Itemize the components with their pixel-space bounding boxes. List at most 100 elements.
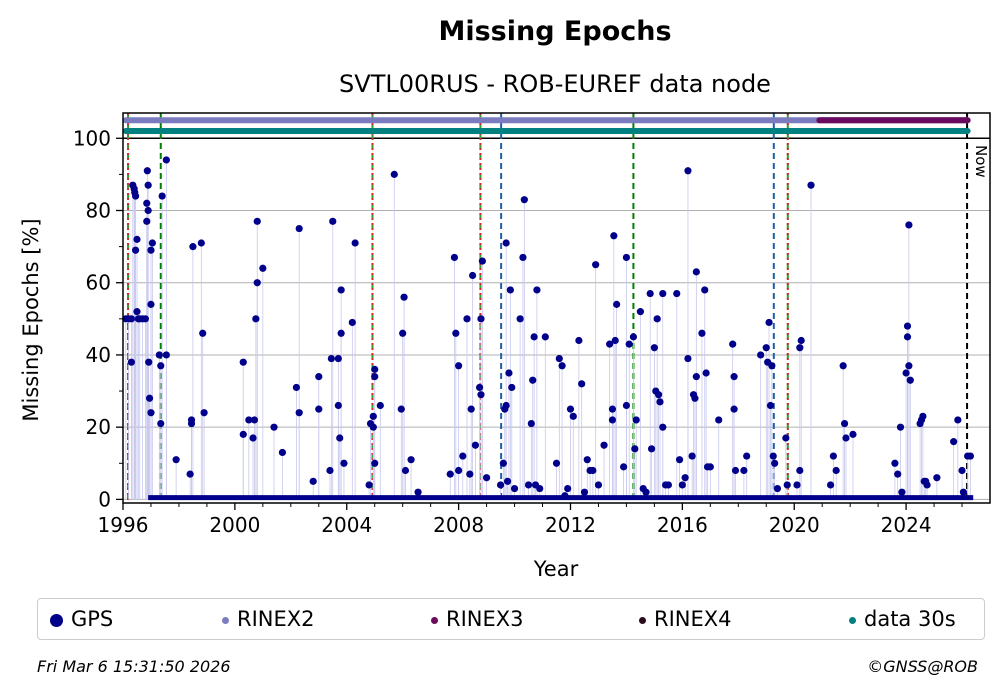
x-tick-label: 2024	[881, 513, 932, 537]
gps-point	[471, 441, 479, 449]
gps-point	[369, 412, 377, 420]
gps-point	[371, 373, 379, 381]
gps-point	[253, 279, 261, 287]
gps-point	[849, 430, 857, 438]
gps-point	[894, 470, 902, 478]
legend-label-gps: GPS	[71, 607, 114, 631]
gps-point	[762, 344, 770, 352]
gps-point	[933, 474, 941, 482]
legend-marker-rinex4	[639, 616, 646, 624]
gps-point	[840, 419, 849, 428]
gps-point	[903, 322, 912, 330]
gps-point	[141, 315, 149, 323]
gps-point	[600, 441, 608, 449]
gps-point	[239, 358, 247, 366]
gps-point	[508, 383, 516, 392]
points-layer	[122, 156, 975, 500]
gps-point	[502, 401, 510, 410]
legend-item-data-30s: data 30s	[849, 606, 956, 632]
gps-point	[337, 286, 345, 294]
gps-point	[245, 416, 253, 424]
gps-point	[371, 365, 379, 373]
gps-point	[315, 373, 323, 381]
x-tick-label: 2020	[769, 513, 820, 537]
gps-point	[796, 466, 804, 475]
legend-label-rinex2: RINEX2	[237, 607, 315, 631]
gps-point	[796, 344, 804, 352]
gps-point	[691, 394, 699, 402]
gps-point	[729, 340, 737, 348]
gps-point	[923, 481, 931, 489]
gps-point	[133, 235, 141, 243]
x-axis-label: Year	[533, 557, 579, 581]
gps-point	[334, 354, 342, 363]
gps-point	[365, 481, 373, 489]
gps-point	[468, 271, 477, 280]
gps-point	[144, 181, 152, 189]
gps-point	[450, 253, 459, 262]
gps-point	[533, 286, 541, 294]
gps-point	[631, 445, 639, 453]
y-tick-label: 0	[98, 487, 111, 511]
gps-point	[681, 474, 689, 482]
gps-point	[157, 419, 165, 428]
gps-point	[506, 286, 514, 294]
gps-point	[580, 488, 589, 496]
gps-point	[620, 463, 628, 471]
gps-point	[782, 434, 790, 442]
gps-point	[575, 336, 583, 345]
gps-point	[757, 351, 765, 359]
gps-point	[606, 340, 614, 348]
gps-point	[524, 481, 533, 489]
gps-point	[950, 438, 958, 446]
legend-item-rinex2: RINEX2	[222, 606, 315, 632]
gps-point	[561, 492, 569, 500]
gps-point	[905, 362, 913, 370]
gps-point	[529, 376, 537, 384]
gps-point	[326, 466, 334, 475]
gps-point	[698, 329, 706, 337]
gps-point	[401, 466, 410, 475]
gps-point	[896, 423, 905, 431]
gps-point	[148, 239, 156, 247]
gps-point	[797, 336, 805, 345]
chart-title: Missing Epochs	[438, 16, 672, 47]
gps-point	[397, 405, 405, 413]
legend-item-rinex3: RINEX3	[431, 606, 524, 632]
gps-point	[783, 481, 791, 489]
gps-point	[200, 409, 208, 417]
gps-point	[477, 391, 485, 399]
gps-point	[143, 199, 151, 207]
gps-point	[143, 217, 151, 225]
legend-item-gps: GPS	[50, 606, 113, 632]
gps-point	[482, 474, 491, 482]
gps-point	[189, 243, 197, 251]
gps-point	[765, 318, 773, 327]
gps-point	[906, 376, 914, 384]
gps-point	[773, 484, 782, 493]
gps-point	[390, 170, 398, 178]
y-axis-label: Missing Epochs [%]	[19, 218, 43, 421]
gps-point	[891, 459, 899, 467]
gps-point	[829, 452, 837, 460]
gps-point	[692, 373, 700, 381]
legend-label-rinex4: RINEX4	[654, 607, 732, 631]
gps-point	[502, 239, 510, 247]
gps-point	[369, 423, 377, 431]
gps-point	[172, 456, 180, 464]
gps-point	[340, 459, 348, 467]
gps-point	[684, 354, 692, 363]
gps-point	[610, 232, 618, 240]
legend-label-data-30s: data 30s	[864, 607, 956, 631]
y-tick-label: 60	[86, 271, 111, 295]
legend-marker-rinex2	[222, 616, 229, 624]
gps-point	[249, 434, 257, 442]
gps-point	[622, 253, 631, 262]
x-tick-label: 2016	[657, 513, 708, 537]
gps-point	[608, 405, 617, 413]
gps-point	[636, 308, 645, 316]
gps-point	[541, 333, 549, 341]
gps-point	[684, 167, 692, 175]
gps-point	[414, 488, 422, 496]
gps-point	[239, 430, 247, 438]
